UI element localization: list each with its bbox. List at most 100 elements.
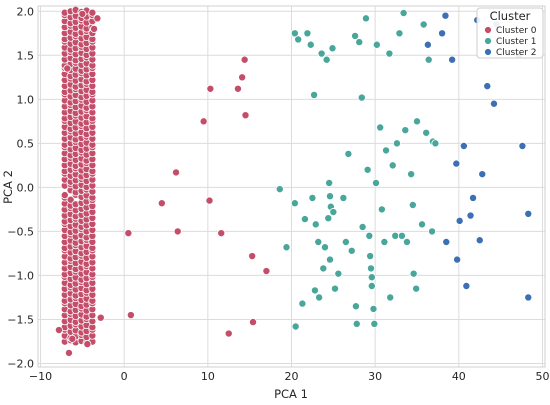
x-axis-label: PCA 1 bbox=[274, 387, 308, 401]
data-point-cluster-2 bbox=[469, 193, 478, 202]
data-point-cluster-0 bbox=[83, 340, 92, 349]
y-tick-labels: −2.0 −1.5 −1.0 −0.5 0.0 0.5 1.0 1.5 2.0 bbox=[7, 5, 34, 370]
data-point-cluster-1 bbox=[347, 246, 356, 255]
legend: Cluster Cluster 0 Cluster 1 Cluster 2 bbox=[476, 7, 544, 59]
data-point-cluster-1 bbox=[424, 55, 433, 64]
data-point-cluster-0 bbox=[66, 195, 75, 204]
data-point-cluster-0 bbox=[217, 229, 226, 238]
data-point-cluster-1 bbox=[366, 264, 375, 273]
data-point-cluster-1 bbox=[357, 93, 366, 102]
data-point-cluster-1 bbox=[352, 319, 361, 328]
y-tick-label: 2.0 bbox=[17, 5, 35, 18]
data-point-cluster-1 bbox=[428, 227, 437, 236]
data-point-cluster-1 bbox=[298, 299, 307, 308]
data-point-cluster-1 bbox=[328, 44, 337, 53]
data-point-cluster-0 bbox=[205, 196, 214, 205]
data-point-cluster-2 bbox=[478, 170, 487, 179]
data-point-cluster-2 bbox=[448, 55, 457, 64]
data-point-cluster-1 bbox=[408, 200, 417, 209]
data-point-cluster-0 bbox=[68, 334, 77, 343]
data-point-cluster-0 bbox=[173, 227, 182, 236]
data-point-cluster-2 bbox=[423, 40, 432, 49]
data-point-cluster-1 bbox=[370, 319, 379, 328]
legend-label-cluster-2: Cluster 2 bbox=[496, 48, 537, 58]
data-point-cluster-1 bbox=[422, 128, 431, 137]
data-point-cluster-1 bbox=[341, 237, 350, 246]
data-point-cluster-2 bbox=[438, 29, 447, 38]
data-point-cluster-2 bbox=[518, 141, 527, 150]
data-point-cluster-1 bbox=[388, 161, 397, 170]
data-point-cluster-1 bbox=[412, 117, 421, 126]
x-tick-label: 30 bbox=[368, 370, 382, 383]
data-point-cluster-1 bbox=[395, 29, 404, 38]
y-tick-label: −1.5 bbox=[7, 313, 34, 326]
data-point-cluster-1 bbox=[322, 55, 331, 64]
y-tick-label: 1.0 bbox=[17, 93, 35, 106]
legend-label-cluster-0: Cluster 0 bbox=[496, 26, 537, 36]
x-tick-label: 20 bbox=[285, 370, 299, 383]
legend-label-cluster-1: Cluster 1 bbox=[496, 37, 537, 47]
data-point-cluster-1 bbox=[351, 302, 360, 311]
data-point-cluster-1 bbox=[391, 231, 400, 240]
data-point-cluster-0 bbox=[238, 73, 247, 82]
data-point-cluster-1 bbox=[367, 281, 376, 290]
x-tick-label: 0 bbox=[121, 370, 128, 383]
data-point-cluster-2 bbox=[441, 11, 450, 20]
data-point-cluster-1 bbox=[371, 178, 380, 187]
data-point-cluster-1 bbox=[275, 185, 284, 194]
data-point-cluster-1 bbox=[303, 29, 312, 38]
data-point-cluster-2 bbox=[452, 159, 461, 168]
data-point-cluster-0 bbox=[224, 329, 233, 338]
data-point-cluster-0 bbox=[60, 191, 69, 200]
data-point-cluster-2 bbox=[475, 236, 484, 245]
legend-title: Cluster bbox=[490, 9, 531, 23]
data-point-cluster-1 bbox=[324, 214, 333, 223]
data-point-cluster-0 bbox=[54, 326, 63, 335]
data-point-cluster-1 bbox=[377, 205, 386, 214]
data-point-cluster-0 bbox=[64, 348, 73, 357]
data-point-cluster-2 bbox=[453, 255, 462, 264]
data-point-cluster-0 bbox=[241, 111, 250, 120]
data-point-cluster-2 bbox=[466, 211, 475, 220]
data-point-cluster-1 bbox=[315, 293, 324, 302]
data-point-cluster-1 bbox=[372, 40, 381, 49]
data-points bbox=[54, 5, 533, 357]
data-point-cluster-1 bbox=[306, 40, 315, 49]
data-point-cluster-0 bbox=[96, 313, 105, 322]
data-point-cluster-1 bbox=[300, 215, 309, 224]
data-point-cluster-1 bbox=[366, 252, 375, 261]
data-point-cluster-0 bbox=[262, 267, 271, 276]
data-point-cluster-1 bbox=[419, 20, 428, 29]
data-point-cluster-1 bbox=[325, 255, 334, 264]
data-point-cluster-0 bbox=[233, 84, 242, 93]
data-point-cluster-2 bbox=[455, 216, 464, 225]
data-point-cluster-0 bbox=[78, 9, 87, 18]
data-point-cluster-1 bbox=[290, 199, 299, 208]
data-point-cluster-1 bbox=[418, 220, 427, 229]
data-point-cluster-1 bbox=[409, 269, 418, 278]
data-point-cluster-0 bbox=[124, 229, 133, 238]
data-point-cluster-1 bbox=[363, 165, 372, 174]
data-point-cluster-0 bbox=[240, 55, 249, 64]
data-point-cluster-1 bbox=[319, 264, 328, 273]
data-point-cluster-1 bbox=[367, 273, 376, 282]
y-tick-label: 0.5 bbox=[17, 137, 35, 150]
data-point-cluster-1 bbox=[325, 178, 334, 187]
x-tick-label: 50 bbox=[535, 370, 549, 383]
data-point-cluster-0 bbox=[206, 84, 215, 93]
data-point-cluster-1 bbox=[290, 29, 299, 38]
data-point-cluster-0 bbox=[199, 117, 208, 126]
legend-marker-cluster-0 bbox=[484, 26, 492, 34]
legend-marker-cluster-1 bbox=[484, 37, 492, 45]
data-point-cluster-1 bbox=[355, 38, 364, 47]
data-point-cluster-1 bbox=[325, 192, 334, 201]
data-point-cluster-1 bbox=[380, 237, 389, 246]
grid-lines bbox=[38, 6, 545, 367]
data-point-cluster-0 bbox=[93, 14, 102, 23]
data-point-cluster-2 bbox=[483, 82, 492, 91]
y-axis-label: PCA 2 bbox=[1, 170, 15, 204]
y-tick-label: −0.5 bbox=[7, 225, 34, 238]
data-point-cluster-1 bbox=[334, 269, 343, 278]
